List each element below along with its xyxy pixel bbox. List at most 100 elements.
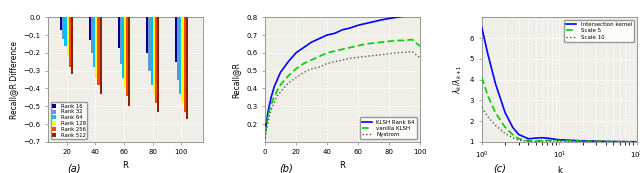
Scale 10 [543,140,551,142]
Scale 5 [484,95,492,97]
KLSH Rank 64 [266,103,273,106]
vanilla KLSH [266,109,273,111]
vanilla KLSH [385,40,393,42]
Nystrom [331,61,339,63]
Intersection kernel [509,126,516,128]
Nystrom [408,51,416,53]
Nystrom [276,91,284,93]
Bar [93,17,95,67]
Intersection kernel [501,112,509,114]
Bar [184,17,186,112]
vanilla KLSH [408,39,416,41]
X-axis label: R: R [339,161,346,170]
KLSH Rank 64 [275,75,283,77]
vanilla KLSH [273,89,281,91]
Intersection kernel [484,54,492,56]
Bar [124,17,126,87]
Line: Nystrom: Nystrom [266,52,420,138]
KLSH Rank 64 [264,111,272,113]
vanilla KLSH [262,132,269,134]
vanilla KLSH [362,43,369,45]
Text: (a): (a) [67,163,81,173]
Intersection kernel [633,141,640,143]
Nystrom [268,109,275,111]
KLSH Rank 64 [273,79,281,81]
KLSH Rank 64 [262,130,269,132]
Line: Scale 5: Scale 5 [482,78,637,142]
Bar [65,17,67,46]
Scale 5 [501,126,509,128]
Intersection kernel [593,140,600,142]
Scale 5 [633,141,640,143]
Scale 5 [556,140,563,142]
KLSH Rank 64 [276,71,284,74]
KLSH Rank 64 [331,32,339,34]
Scale 5 [569,140,577,142]
vanilla KLSH [393,39,401,42]
Nystrom [378,54,385,56]
KLSH Rank 64 [346,27,354,29]
Nystrom [264,121,272,123]
Bar [95,17,97,78]
Bar [100,17,102,94]
vanilla KLSH [276,84,284,86]
Nystrom [416,57,424,59]
Y-axis label: Recall@R Difference: Recall@R Difference [9,41,18,119]
Scale 5 [579,140,586,142]
Intersection kernel [548,138,556,140]
Intersection kernel [492,83,499,85]
Bar [91,17,93,53]
Scale 5 [532,140,540,142]
Nystrom [284,82,292,84]
KLSH Rank 64 [268,96,275,98]
Bar [157,17,159,112]
Scale 10 [621,141,628,143]
Text: (b): (b) [279,163,293,173]
KLSH Rank 64 [385,17,393,20]
Scale 5 [515,138,523,140]
vanilla KLSH [323,52,331,54]
Scale 5 [552,139,559,142]
Nystrom [262,130,270,132]
KLSH Rank 64 [369,21,377,23]
Bar [177,17,179,80]
Scale 5 [621,141,628,143]
vanilla KLSH [264,120,271,122]
Intersection kernel [552,138,559,140]
KLSH Rank 64 [292,52,300,54]
Nystrom [316,66,323,68]
vanilla KLSH [339,48,346,50]
Nystrom [339,59,346,61]
Nystrom [264,125,271,127]
vanilla KLSH [331,50,339,52]
vanilla KLSH [284,75,292,77]
Scale 5 [478,76,486,79]
Scale 10 [579,140,586,142]
vanilla KLSH [292,68,300,70]
Scale 10 [501,133,509,135]
Legend: KLSH Rank 64, vanilla KLSH, Nystrom: KLSH Rank 64, vanilla KLSH, Nystrom [360,117,417,139]
Scale 10 [552,140,559,142]
Y-axis label: $\lambda_k/\lambda_{k+1}$: $\lambda_k/\lambda_{k+1}$ [452,65,464,94]
Bar [126,17,129,96]
Legend: Rank 16, Rank 32, Rank 64, Rank 128, Rank 256, Rank 512: Rank 16, Rank 32, Rank 64, Rank 128, Ran… [51,102,87,139]
vanilla KLSH [416,45,424,47]
KLSH Rank 64 [300,47,307,49]
Line: KLSH Rank 64: KLSH Rank 64 [266,14,420,131]
Nystrom [369,54,377,57]
Scale 10 [610,141,618,143]
vanilla KLSH [262,128,269,130]
KLSH Rank 64 [408,14,416,16]
KLSH Rank 64 [270,86,278,88]
KLSH Rank 64 [262,127,269,129]
X-axis label: R: R [122,161,129,170]
Scale 10 [515,139,523,141]
vanilla KLSH [354,45,362,47]
vanilla KLSH [269,100,276,102]
Bar [181,17,184,103]
Bar [179,17,181,94]
KLSH Rank 64 [269,91,276,93]
Bar [69,17,71,67]
Nystrom [385,53,393,55]
Intersection kernel [579,140,586,142]
